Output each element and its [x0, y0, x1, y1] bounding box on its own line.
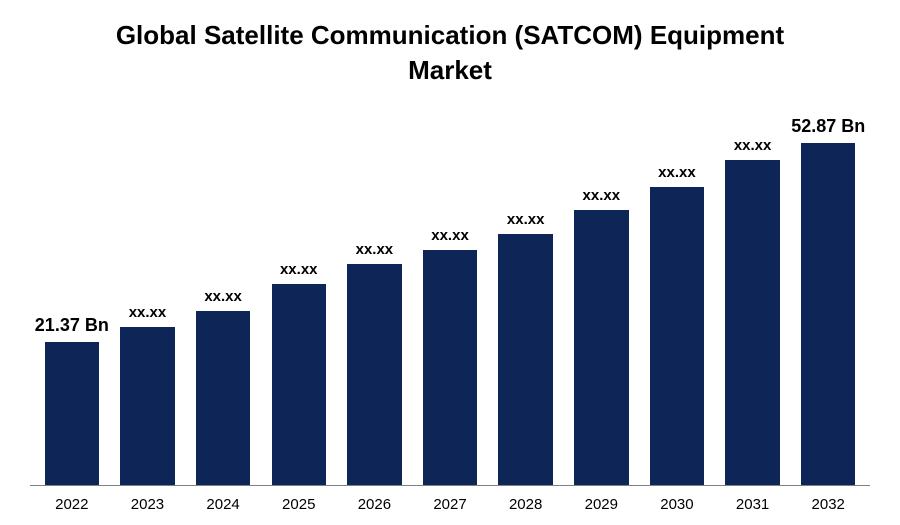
bar-value-label: xx.xx — [204, 288, 242, 305]
bar-value-label: xx.xx — [507, 211, 545, 228]
bar-value-label: xx.xx — [583, 187, 621, 204]
x-axis-label: 2024 — [185, 496, 261, 513]
x-axis-labels: 2022202320242025202620272028202920302031… — [30, 486, 870, 513]
x-axis-label: 2023 — [110, 496, 186, 513]
bar-value-label: xx.xx — [356, 241, 394, 258]
bar-value-label: xx.xx — [431, 227, 469, 244]
bar — [120, 327, 174, 485]
bar-group: xx.xx — [488, 116, 564, 485]
bar-group: xx.xx — [337, 116, 413, 485]
bar — [196, 311, 250, 485]
bar-group: xx.xx — [715, 116, 791, 485]
bar — [347, 264, 401, 485]
bar — [574, 210, 628, 485]
bar-value-label: 52.87 Bn — [791, 116, 865, 137]
bar-value-label: xx.xx — [129, 304, 167, 321]
x-axis-label: 2029 — [563, 496, 639, 513]
bar-group: xx.xx — [412, 116, 488, 485]
bar — [725, 160, 779, 485]
x-axis-label: 2031 — [715, 496, 791, 513]
bars-area: 21.37 Bn xx.xx xx.xx xx.xx xx.xx xx.xx xx.xx xx… — [30, 116, 870, 486]
x-axis-label: 2025 — [261, 496, 337, 513]
plot-area: 21.37 Bn xx.xx xx.xx xx.xx xx.xx xx.xx xx.xx xx… — [0, 116, 900, 525]
bar-group: xx.xx — [110, 116, 186, 485]
bar — [272, 284, 326, 485]
x-axis-label: 2032 — [790, 496, 866, 513]
bar — [650, 187, 704, 485]
chart-container: Global Satellite Communication (SATCOM) … — [0, 0, 900, 525]
chart-title: Global Satellite Communication (SATCOM) … — [0, 0, 900, 116]
bar-value-label: 21.37 Bn — [35, 315, 109, 336]
x-axis-label: 2028 — [488, 496, 564, 513]
bar-group: xx.xx — [185, 116, 261, 485]
bar-value-label: xx.xx — [658, 164, 696, 181]
bar — [423, 250, 477, 485]
x-axis-label: 2022 — [34, 496, 110, 513]
bar-group: 52.87 Bn — [790, 116, 866, 485]
x-axis-label: 2027 — [412, 496, 488, 513]
bar-group: xx.xx — [261, 116, 337, 485]
bar-value-label: xx.xx — [280, 261, 318, 278]
bar-group: 21.37 Bn — [34, 116, 110, 485]
bar-group: xx.xx — [563, 116, 639, 485]
x-axis-label: 2026 — [337, 496, 413, 513]
bar — [498, 234, 552, 485]
bar-group: xx.xx — [639, 116, 715, 485]
bar-value-label: xx.xx — [734, 137, 772, 154]
bar — [801, 143, 855, 485]
x-axis-label: 2030 — [639, 496, 715, 513]
bar — [45, 342, 99, 485]
